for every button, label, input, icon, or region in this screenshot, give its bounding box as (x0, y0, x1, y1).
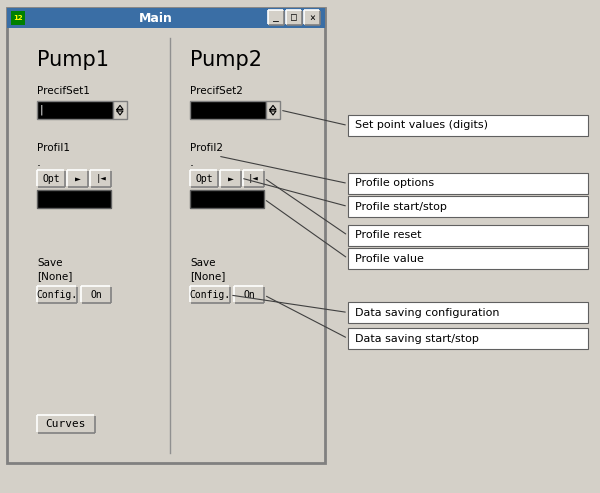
Bar (37, 190, 111, 208)
Text: Profil1: Profil1 (37, 143, 70, 153)
Bar (268, 10, 284, 25)
Bar (243, 170, 264, 187)
Bar (286, 10, 302, 25)
Bar (348, 115, 588, 136)
Bar (37, 101, 113, 119)
Bar (348, 196, 588, 217)
Bar (266, 101, 280, 119)
Text: Profile reset: Profile reset (355, 231, 421, 241)
Bar (190, 101, 266, 119)
Text: Save: Save (37, 258, 62, 268)
Text: Main: Main (139, 11, 173, 25)
Text: [None]: [None] (190, 271, 226, 281)
Bar (348, 248, 588, 269)
Text: Pump1: Pump1 (37, 50, 109, 70)
Text: Config.: Config. (37, 289, 77, 300)
Bar (220, 170, 241, 187)
Text: PrecifSet2: PrecifSet2 (190, 86, 243, 96)
Bar (7, 8, 325, 463)
Text: 12: 12 (13, 15, 23, 21)
Text: Profile start/stop: Profile start/stop (355, 202, 447, 211)
Text: Profile options: Profile options (355, 178, 434, 188)
Text: ►: ► (227, 174, 233, 183)
Text: Save: Save (190, 258, 215, 268)
Text: |: | (40, 105, 44, 115)
Bar (67, 170, 88, 187)
Bar (90, 170, 111, 187)
Text: |◄: |◄ (248, 174, 259, 183)
Text: .: . (37, 156, 41, 170)
Text: Config.: Config. (190, 289, 230, 300)
Text: |◄: |◄ (95, 174, 106, 183)
Text: Profil2: Profil2 (190, 143, 223, 153)
Text: ►: ► (74, 174, 80, 183)
Text: On: On (243, 289, 255, 300)
Bar (37, 415, 95, 433)
Bar (113, 101, 127, 119)
Bar (348, 302, 588, 323)
Bar (11, 11, 25, 25)
Text: Data saving configuration: Data saving configuration (355, 308, 499, 317)
Bar (304, 10, 320, 25)
Bar (348, 328, 588, 349)
Text: .: . (190, 156, 194, 170)
Bar (81, 286, 111, 303)
Bar (190, 190, 264, 208)
Text: Profile value: Profile value (355, 253, 424, 263)
Bar (37, 170, 65, 187)
Text: Data saving start/stop: Data saving start/stop (355, 333, 479, 344)
Text: □: □ (291, 12, 297, 23)
Bar (37, 286, 77, 303)
Text: On: On (90, 289, 102, 300)
Bar (348, 173, 588, 194)
Text: Opt: Opt (195, 174, 213, 183)
Text: Curves: Curves (46, 419, 86, 429)
Text: _: _ (273, 12, 279, 23)
Text: [None]: [None] (37, 271, 73, 281)
Text: Pump2: Pump2 (190, 50, 262, 70)
Bar (348, 225, 588, 246)
Bar (190, 286, 230, 303)
Text: Set point values (digits): Set point values (digits) (355, 120, 488, 131)
Text: Opt: Opt (42, 174, 60, 183)
Bar (7, 8, 325, 28)
Bar (234, 286, 264, 303)
Text: ×: × (309, 12, 315, 23)
Bar (190, 170, 218, 187)
Text: PrecifSet1: PrecifSet1 (37, 86, 90, 96)
